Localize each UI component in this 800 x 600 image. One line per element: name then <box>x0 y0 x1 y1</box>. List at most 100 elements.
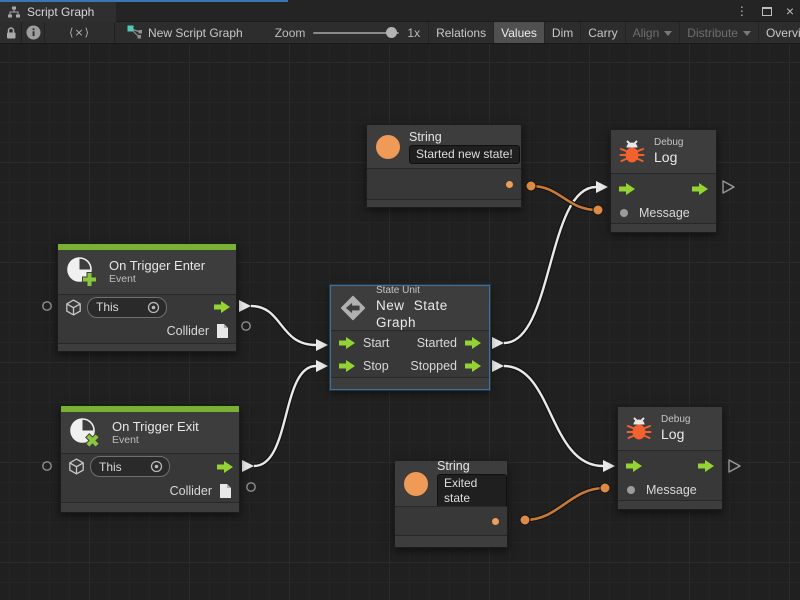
wire-stopped-to-log[interactable] <box>503 364 604 468</box>
dim-label: Dim <box>551 25 574 40</box>
wire-string-to-message2[interactable] <box>524 486 606 522</box>
port-arrow[interactable] <box>492 337 504 349</box>
exec-input-port[interactable] <box>619 182 635 195</box>
file-icon[interactable] <box>216 323 229 339</box>
event-header-bar <box>61 406 239 412</box>
node-footer <box>61 503 239 512</box>
free-port-circle[interactable] <box>246 482 256 492</box>
port-arrow[interactable] <box>239 300 251 312</box>
tab-bar: Script Graph ⋮ × <box>0 0 800 22</box>
exec-output-port[interactable] <box>465 336 481 349</box>
port-label: Started <box>416 335 457 350</box>
values-button[interactable]: Values <box>493 22 544 43</box>
relations-button[interactable]: Relations <box>428 22 493 43</box>
exec-output-port[interactable] <box>692 182 708 195</box>
exec-output-port[interactable] <box>698 459 714 472</box>
port-arrow[interactable] <box>242 460 254 472</box>
trigger-exit-icon <box>70 417 100 448</box>
node-title: Log <box>654 149 678 165</box>
node-on-trigger-enter[interactable]: On Trigger Enter Event This <box>57 243 237 352</box>
file-icon[interactable] <box>219 483 232 499</box>
graph-canvas[interactable]: String Started new state! <box>0 44 800 600</box>
focus-stripe <box>0 0 288 2</box>
port-arrow[interactable] <box>596 181 608 193</box>
wire-enter-to-start[interactable] <box>250 304 317 347</box>
port-arrow[interactable] <box>492 360 504 372</box>
string-value-input[interactable]: Exited state <box>437 474 507 508</box>
node-state-unit[interactable]: State Unit New State Graph Start Started <box>330 285 490 390</box>
exec-output-port[interactable] <box>214 301 230 313</box>
port-arrow[interactable] <box>316 339 328 351</box>
close-icon[interactable]: × <box>785 3 794 19</box>
script-graph-icon <box>127 25 142 39</box>
value-port-dot[interactable] <box>519 514 531 526</box>
lock-button[interactable] <box>0 22 22 43</box>
string-literal-icon <box>376 134 400 159</box>
node-string-top[interactable]: String Started new state! <box>366 124 522 208</box>
target-object-field[interactable]: This <box>87 296 167 318</box>
edit-input-button[interactable]: ⟨×⟩ <box>45 22 115 43</box>
value-port-dot[interactable] <box>525 180 537 192</box>
node-footer <box>395 536 507 547</box>
free-port-circle[interactable] <box>42 461 52 471</box>
exec-output-port[interactable] <box>217 460 233 473</box>
free-port-triangle[interactable] <box>722 180 735 194</box>
node-title: New State Graph <box>376 298 448 330</box>
target-object-value: This <box>96 300 119 314</box>
carry-button[interactable]: Carry <box>580 22 624 43</box>
wire-exit-to-stop[interactable] <box>253 364 317 468</box>
exec-input-port[interactable] <box>626 459 642 472</box>
tab-script-graph[interactable]: Script Graph <box>0 2 116 22</box>
free-port-circle[interactable] <box>241 321 251 331</box>
graph-breadcrumb[interactable]: New Script Graph <box>115 22 253 43</box>
node-string-bottom[interactable]: String Exited state <box>394 459 508 548</box>
node-subtitle: Event <box>112 433 139 446</box>
target-object-field[interactable]: This <box>90 456 170 477</box>
node-on-trigger-exit[interactable]: On Trigger Exit Event This <box>60 405 240 513</box>
bug-icon <box>626 416 652 439</box>
relations-label: Relations <box>436 25 487 40</box>
port-label: Collider <box>169 483 212 498</box>
values-label: Values <box>501 25 537 40</box>
message-input-port[interactable] <box>620 209 628 217</box>
distribute-label: Distribute <box>687 25 738 40</box>
wire-started-to-log[interactable] <box>503 185 597 345</box>
node-footer <box>331 378 489 389</box>
event-header-bar <box>58 244 236 250</box>
free-port-circle[interactable] <box>42 301 52 311</box>
port-arrow[interactable] <box>603 460 615 472</box>
info-button[interactable] <box>22 22 45 43</box>
exec-input-port[interactable] <box>339 336 355 349</box>
wire-string-to-message[interactable] <box>530 184 599 212</box>
port-arrow[interactable] <box>316 360 328 372</box>
target-object-value: This <box>99 459 122 474</box>
node-footer <box>618 501 722 509</box>
string-output-port[interactable] <box>492 517 499 525</box>
window-menu-icon[interactable]: ⋮ <box>735 4 748 18</box>
message-input-port[interactable] <box>627 486 635 494</box>
hierarchy-icon <box>8 6 20 18</box>
dim-button[interactable]: Dim <box>543 22 580 43</box>
exec-input-port[interactable] <box>339 359 355 372</box>
exec-output-port[interactable] <box>465 359 481 372</box>
object-picker-icon[interactable] <box>150 460 163 473</box>
carry-label: Carry <box>588 25 618 40</box>
zoom-value: 1x <box>407 25 421 40</box>
gameobject-cube-icon <box>66 298 81 316</box>
port-label: Collider <box>166 324 209 338</box>
zoom-slider-handle[interactable] <box>386 26 398 38</box>
value-port-dot[interactable] <box>599 482 611 494</box>
node-footer <box>58 344 236 351</box>
object-picker-icon[interactable] <box>147 301 160 314</box>
node-debug-log-top[interactable]: Debug Log Message <box>610 129 717 233</box>
free-port-triangle[interactable] <box>728 459 741 473</box>
value-port-dot[interactable] <box>592 204 604 216</box>
overview-button[interactable]: Overview <box>757 22 800 43</box>
string-output-port[interactable] <box>506 180 513 188</box>
node-footer <box>611 224 716 232</box>
node-debug-log-bottom[interactable]: Debug Log Message <box>617 406 723 510</box>
maximize-icon[interactable] <box>761 6 772 16</box>
string-value-input[interactable]: Started new state! <box>409 144 520 164</box>
zoom-slider-track[interactable] <box>313 31 400 34</box>
zoom-slider[interactable] <box>313 22 400 44</box>
